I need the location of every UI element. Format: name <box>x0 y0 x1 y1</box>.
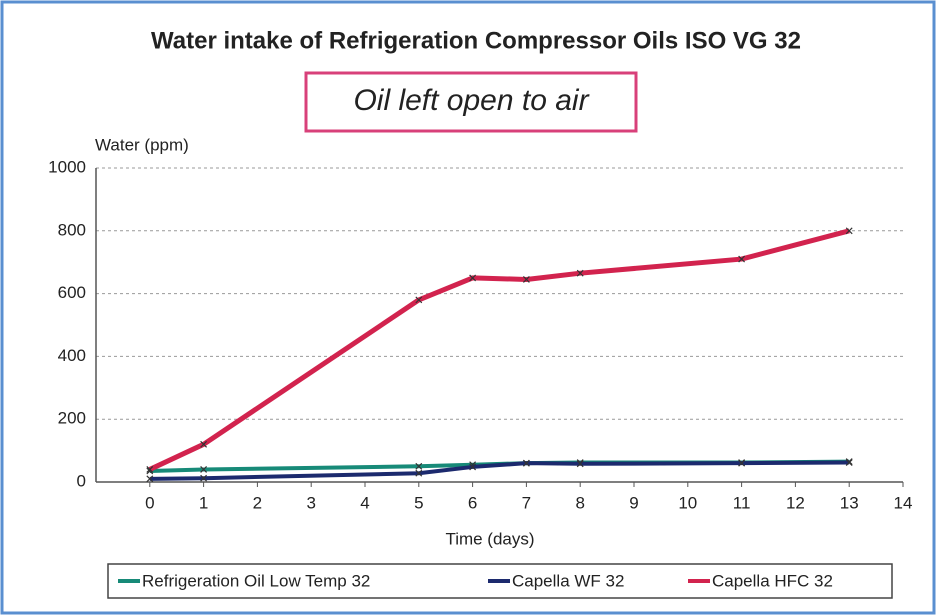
x-tick-label: 3 <box>306 493 315 512</box>
x-tick-label: 2 <box>253 493 262 512</box>
x-tick-label: 9 <box>629 493 638 512</box>
y-tick-label: 200 <box>58 409 86 428</box>
point-marker <box>469 274 477 282</box>
x-tick-label: 0 <box>145 493 154 512</box>
point-marker <box>146 466 154 473</box>
x-axis-label: Time (days) <box>445 529 534 548</box>
series-line <box>149 460 850 481</box>
y-tick-label: 400 <box>58 346 86 365</box>
y-tick-label: 600 <box>58 283 86 302</box>
point-marker <box>576 269 584 277</box>
point-marker <box>845 459 853 466</box>
point-marker <box>522 276 530 283</box>
subtitle-box <box>304 71 638 133</box>
point-marker <box>738 255 746 263</box>
y-tick-label: 0 <box>77 471 86 490</box>
x-tick-label: 1 <box>199 493 208 512</box>
legend-label: Capella HFC 32 <box>712 571 833 590</box>
point-marker <box>469 463 477 471</box>
x-tick-label: 7 <box>522 493 531 512</box>
series-line <box>148 228 850 472</box>
chart-title: Water intake of Refrigeration Compressor… <box>151 27 801 54</box>
point-marker <box>522 459 530 467</box>
point-marker <box>845 227 853 235</box>
x-tick-label: 10 <box>678 493 697 512</box>
point-marker <box>415 296 423 304</box>
legend-label: Refrigeration Oil Low Temp 32 <box>142 571 370 590</box>
x-tick-label: 12 <box>786 493 805 512</box>
y-tick-label: 800 <box>58 220 86 239</box>
subtitle: Oil left open to air <box>353 84 589 117</box>
x-tick-label: 6 <box>468 493 477 512</box>
legend-label: Capella WF 32 <box>512 571 624 590</box>
y-tick-label: 1000 <box>48 157 86 176</box>
x-tick-label: 4 <box>360 493 369 512</box>
point-marker <box>146 475 154 483</box>
point-marker <box>200 440 208 448</box>
point-marker <box>415 469 423 477</box>
legend-box <box>107 563 893 599</box>
point-marker <box>200 474 208 482</box>
y-axis-label: Water (ppm) <box>95 135 189 154</box>
x-tick-label: 5 <box>414 493 423 512</box>
point-marker <box>200 466 208 473</box>
x-tick-label: 14 <box>894 493 913 512</box>
x-tick-label: 8 <box>575 493 584 512</box>
point-marker <box>415 462 423 470</box>
point-marker <box>576 460 584 468</box>
x-tick-label: 11 <box>733 493 751 512</box>
x-tick-label: 13 <box>840 493 859 512</box>
point-marker <box>738 459 746 467</box>
